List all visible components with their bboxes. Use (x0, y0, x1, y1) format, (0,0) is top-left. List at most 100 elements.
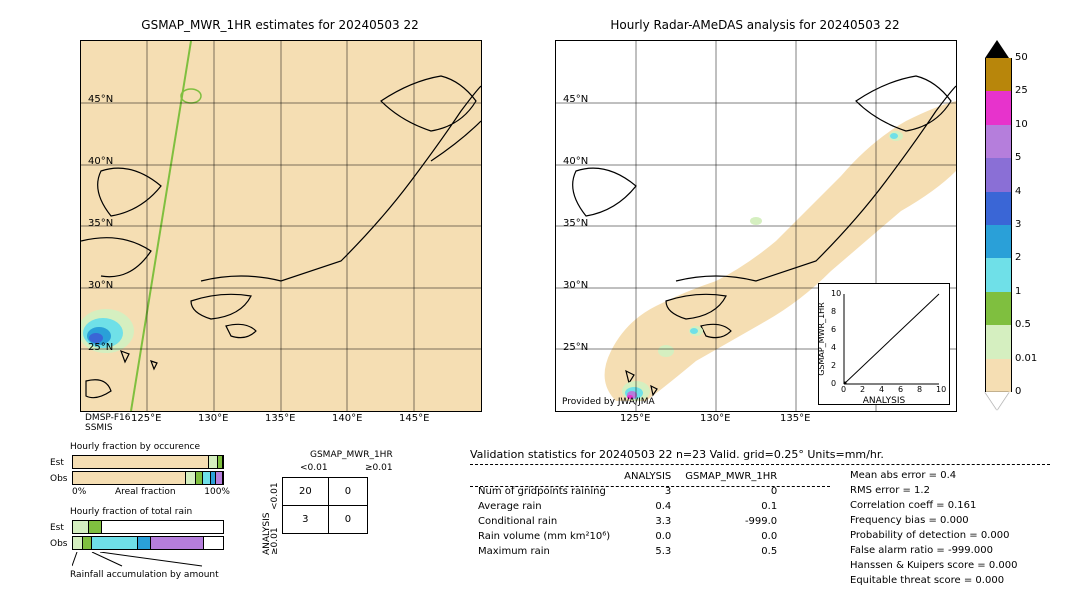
conf-col1: <0.01 (300, 463, 328, 473)
y-tick-label: 25°N (563, 342, 588, 353)
bar-segment (89, 521, 102, 533)
bar-xlabel: Areal fraction (115, 487, 176, 497)
scatter-ylabel: GSMAP_MWR_1HR (817, 294, 826, 384)
bar-segment (73, 537, 83, 549)
colorbar-segment (985, 258, 1012, 291)
colorbar-tick-label: 2 (1015, 252, 1021, 263)
stats-metric-line: Equitable threat score = 0.000 (850, 573, 1017, 588)
colorbar-segment (985, 58, 1012, 91)
conf-title: GSMAP_MWR_1HR (310, 450, 393, 460)
tot-bar-title: Hourly fraction of total rain (70, 507, 192, 517)
stats-row-label: Maximum rain (472, 545, 616, 558)
stats-val-b: 0.1 (679, 500, 783, 513)
y-tick-label: 30°N (88, 280, 113, 291)
scatter-xtick: 2 (860, 385, 865, 394)
confusion-matrix: 200 30 (282, 477, 368, 534)
scatter-ytick: 10 (831, 289, 841, 298)
left-map-svg (81, 41, 481, 411)
colorbar-segment (985, 125, 1012, 158)
bar-x0: 0% (72, 487, 86, 497)
stats-metric-line: Mean abs error = 0.4 (850, 468, 1017, 483)
x-tick-label: 145°E (399, 413, 429, 424)
colorbar-tick-label: 10 (1015, 119, 1028, 130)
conf-cell-22: 0 (328, 506, 367, 534)
stats-val-a: 3.3 (618, 515, 677, 528)
scatter-xtick: 6 (898, 385, 903, 394)
occ-bars: Est Obs 0% Areal fraction 100% (50, 455, 230, 497)
stats-divider-2 (470, 486, 830, 487)
conf-cell-21: 3 (283, 506, 329, 534)
stats-metric-line: Probability of detection = 0.000 (850, 528, 1017, 543)
colorbar: 502510543210.50.010 (985, 40, 1010, 410)
colorbar-tick-label: 4 (1015, 186, 1021, 197)
colorbar-tick-label: 0 (1015, 386, 1021, 397)
conf-cell-12: 0 (328, 478, 367, 506)
bar-segment (73, 521, 89, 533)
right-map-panel: Provided by JWA/JMA 0246810 0246810 ANAL… (555, 40, 957, 412)
bar-row-obs2: Obs (50, 539, 72, 549)
stats-col1: ANALYSIS (618, 470, 677, 483)
bar-x1: 100% (204, 487, 230, 497)
occ-bar-title: Hourly fraction by occurence (70, 442, 200, 452)
scatter-xtick: 0 (841, 385, 846, 394)
x-tick-label: 135°E (265, 413, 295, 424)
tot-bars: Est Obs (50, 520, 230, 573)
bar-segment (196, 472, 203, 484)
stats-val-a: 5.3 (618, 545, 677, 558)
bar-row-obs: Obs (50, 474, 72, 484)
sensor-label-2: SSMIS (85, 423, 113, 433)
bar-row-est: Est (50, 458, 72, 468)
y-tick-label: 35°N (88, 218, 113, 229)
left-map-panel (80, 40, 482, 412)
scatter-xlabel: ANALYSIS (819, 396, 949, 406)
colorbar-segment (985, 359, 1012, 392)
bar-segment (83, 537, 92, 549)
bar-segment (92, 537, 138, 549)
scatter-ytick: 2 (831, 361, 836, 370)
colorbar-tick-label: 25 (1015, 85, 1028, 96)
stats-table-left: ANALYSISGSMAP_MWR_1HR Num of gridpoints … (470, 468, 785, 560)
sensor-label-1: DMSP-F16 (85, 413, 131, 423)
bar-segment (216, 472, 223, 484)
conf-cell-11: 20 (283, 478, 329, 506)
stats-metric-line: Hanssen & Kuipers score = 0.000 (850, 558, 1017, 573)
y-tick-label: 40°N (88, 156, 113, 167)
colorbar-tick-label: 50 (1015, 52, 1028, 63)
x-tick-label: 125°E (131, 413, 161, 424)
y-tick-label: 45°N (563, 94, 588, 105)
bar-segment (186, 472, 196, 484)
x-tick-label: 135°E (780, 413, 810, 424)
bar-segment (73, 472, 186, 484)
scatter-xtick: 10 (936, 385, 946, 394)
colorbar-tick-label: 0.01 (1015, 353, 1037, 364)
stats-val-b: -999.0 (679, 515, 783, 528)
map-attribution: Provided by JWA/JMA (562, 397, 655, 407)
colorbar-tick-label: 3 (1015, 219, 1021, 230)
colorbar-tick-label: 5 (1015, 152, 1021, 163)
left-map-title: GSMAP_MWR_1HR estimates for 20240503 22 (80, 18, 480, 32)
stats-metric-line: False alarm ratio = -999.000 (850, 543, 1017, 558)
stats-val-b: 0.5 (679, 545, 783, 558)
bar-segment (209, 456, 217, 468)
colorbar-segment (985, 325, 1012, 358)
scatter-ytick: 0 (831, 379, 836, 388)
conf-col2: ≥0.01 (365, 463, 393, 473)
stats-col2: GSMAP_MWR_1HR (679, 470, 783, 483)
y-tick-label: 45°N (88, 94, 113, 105)
stats-val-a: 0.0 (618, 530, 677, 543)
bar-row-est2: Est (50, 523, 72, 533)
x-tick-label: 140°E (332, 413, 362, 424)
conf-r1: <0.01 (270, 482, 280, 510)
bar-segment (218, 456, 223, 468)
y-tick-label: 40°N (563, 156, 588, 167)
scatter-xtick: 8 (917, 385, 922, 394)
right-map-title: Hourly Radar-AMeDAS analysis for 2024050… (555, 18, 955, 32)
stats-row-label: Conditional rain (472, 515, 616, 528)
stats-row-label: Rain volume (mm km²10⁶) (472, 530, 616, 543)
stats-divider-1 (470, 464, 1050, 465)
accum-title: Rainfall accumulation by amount (70, 570, 219, 580)
stats-val-a: 0.4 (618, 500, 677, 513)
stats-title: Validation statistics for 20240503 22 n=… (470, 448, 884, 461)
scatter-ytick: 8 (831, 307, 836, 316)
stats-row-label: Average rain (472, 500, 616, 513)
